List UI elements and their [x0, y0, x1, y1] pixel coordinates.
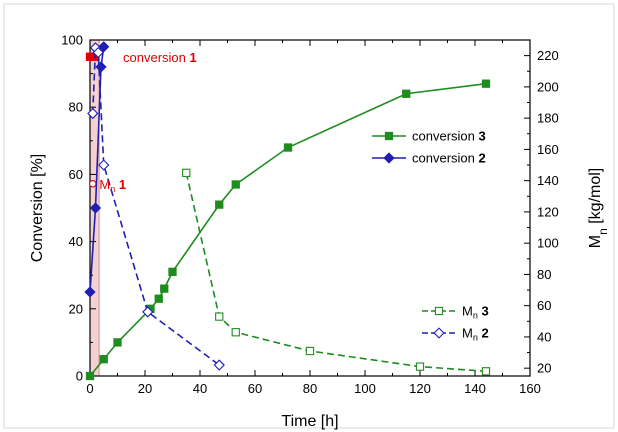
series-mn-3 — [182, 168, 491, 376]
x-tick-label: 120 — [409, 381, 431, 396]
data-point — [98, 159, 110, 171]
annotation-label: Mn 1 — [99, 177, 126, 194]
data-point — [92, 46, 104, 59]
y-left-axis-title: Conversion [%] — [29, 154, 46, 263]
y-right-tick-label: 120 — [537, 204, 559, 219]
x-tick-label: 60 — [248, 381, 262, 396]
data-point — [113, 338, 122, 347]
y-left-tick-label: 20 — [69, 301, 83, 316]
y-left-tick-label: 60 — [69, 167, 83, 182]
data-point — [305, 346, 315, 356]
y-right-tick-label: 40 — [537, 329, 551, 344]
data-point — [160, 284, 169, 293]
y-left-tick-label: 80 — [69, 100, 83, 115]
legend-label: Mn 3 — [462, 304, 489, 321]
legend-label: Mn 2 — [462, 326, 489, 343]
data-point — [215, 312, 224, 321]
series-line — [185, 172, 487, 373]
data-point — [87, 107, 99, 120]
data-point — [231, 180, 240, 189]
data-point — [182, 168, 191, 177]
x-axis-title: Time [h] — [281, 413, 338, 430]
y-left-tick-label: 100 — [61, 33, 83, 48]
legend-entry-top: conversion 2 — [372, 151, 486, 166]
y-right-tick-label: 20 — [537, 361, 551, 376]
data-point — [481, 367, 491, 376]
legend-marker — [383, 152, 395, 164]
data-point — [89, 202, 102, 214]
data-point — [402, 89, 411, 98]
series-conversion-3 — [85, 79, 491, 381]
y-left-tick-label: 40 — [69, 234, 83, 249]
data-point — [84, 286, 96, 298]
legend-entry-top: conversion 3 — [372, 129, 486, 144]
legend-label: conversion 3 — [412, 129, 486, 144]
data-point — [168, 267, 177, 276]
x-tick-label: 80 — [303, 381, 317, 396]
legend-marker — [433, 327, 445, 339]
x-tick-label: 20 — [138, 381, 152, 396]
data-point — [98, 41, 110, 53]
data-point — [215, 200, 224, 209]
series-line — [89, 46, 105, 293]
legend-marker — [384, 131, 394, 141]
data-point — [85, 371, 95, 381]
series-conversion-2 — [84, 41, 110, 298]
x-tick-label: 140 — [464, 381, 486, 396]
figure-frame — [3, 3, 615, 429]
y-right-tick-label: 200 — [537, 79, 559, 94]
data-point — [154, 294, 163, 303]
legend-entry-bottom: Mn 2 — [422, 326, 489, 343]
data-point — [142, 306, 154, 318]
y-right-tick-label: 60 — [537, 298, 551, 313]
x-tick-label: 40 — [193, 381, 207, 396]
data-point — [283, 143, 293, 152]
series-mn-1 — [89, 180, 97, 188]
y-left-tick-label: 0 — [76, 369, 83, 384]
legend-entry-bottom: Mn 3 — [422, 304, 489, 321]
y-right-axis-title: Mn [kg/mol] — [587, 168, 610, 248]
y-right-tick-label: 180 — [537, 111, 559, 126]
series-mn-2 — [87, 42, 225, 371]
x-tick-label: 0 — [86, 381, 93, 396]
data-point — [481, 79, 491, 88]
x-tick-label: 160 — [519, 381, 541, 396]
data-point — [89, 180, 97, 188]
y-right-tick-label: 100 — [537, 236, 559, 251]
data-point — [99, 355, 108, 364]
y-right-tick-label: 140 — [537, 173, 559, 188]
annotation-label: conversion 1 — [123, 50, 197, 65]
data-point — [231, 328, 240, 337]
data-point — [213, 359, 225, 371]
legend-label: conversion 2 — [412, 151, 486, 166]
y-right-tick-label: 160 — [537, 142, 559, 157]
y-right-tick-label: 220 — [537, 48, 559, 63]
y-right-tick-label: 80 — [537, 267, 551, 282]
legend-marker — [434, 306, 444, 316]
x-tick-label: 100 — [354, 381, 376, 396]
data-point — [95, 61, 107, 73]
data-point — [415, 362, 425, 371]
series-line — [91, 45, 220, 366]
